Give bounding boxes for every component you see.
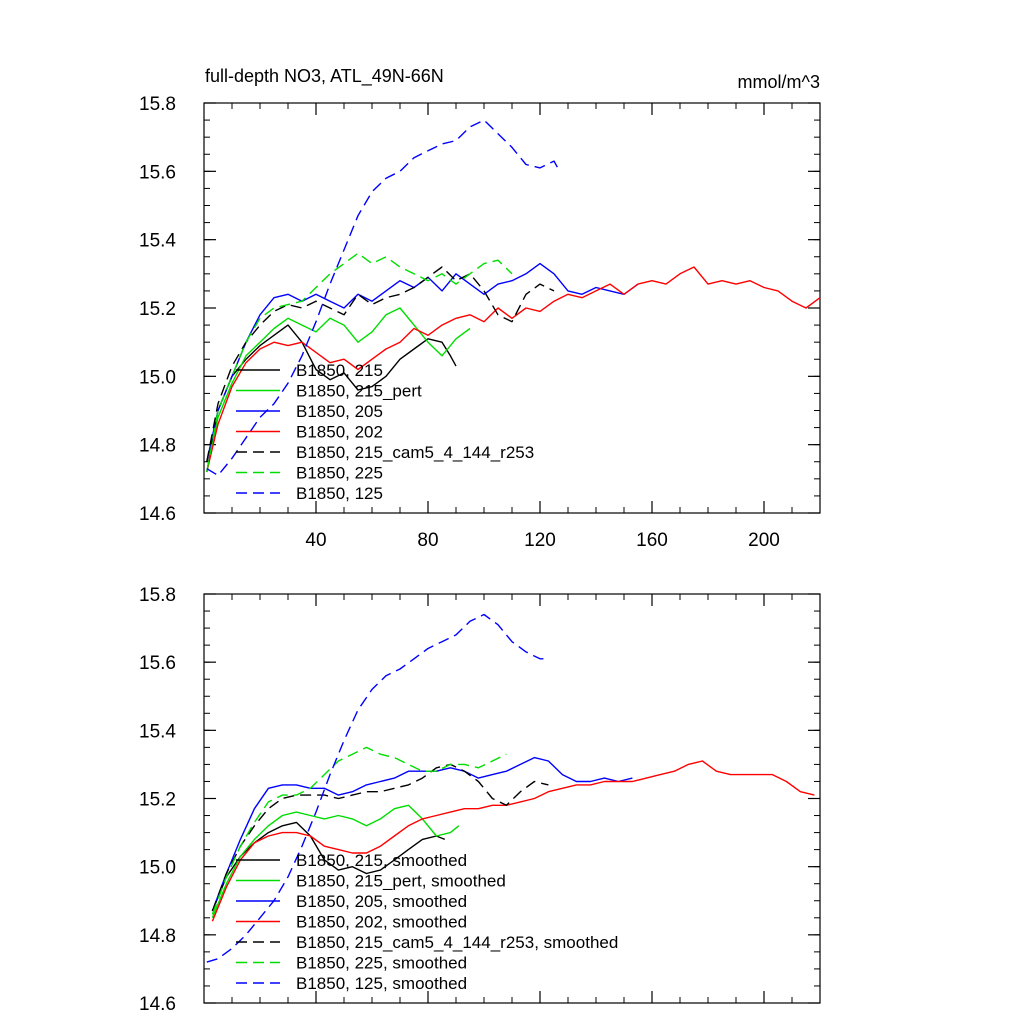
legend-label: B1850, 215_pert — [296, 382, 422, 401]
x-tick-label: 200 — [748, 530, 780, 551]
legend-label: B1850, 215, smoothed — [296, 851, 467, 870]
legend-label: B1850, 205 — [296, 402, 383, 421]
chart-title: full-depth NO3, ATL_49N-66N — [205, 66, 444, 87]
legend-label: B1850, 202, smoothed — [296, 913, 467, 932]
series-line-b1850-225 — [206, 252, 513, 473]
legend-label: B1850, 125, smoothed — [296, 974, 467, 993]
y-tick-label: 15.2 — [139, 790, 176, 811]
legend-label: B1850, 215_cam5_4_144_r253, smoothed — [296, 933, 618, 952]
x-tick-label: 160 — [636, 530, 668, 551]
y-tick-label: 14.6 — [139, 504, 176, 525]
y-tick-label: 15.0 — [139, 367, 176, 388]
legend-label: B1850, 225 — [296, 464, 383, 483]
y-tick-label: 14.8 — [139, 926, 176, 947]
legend-label: B1850, 215 — [296, 361, 383, 380]
units-label: mmol/m^3 — [738, 72, 820, 92]
series-line-b1850-202-smoothed — [211, 760, 815, 922]
legend-label: B1850, 215_cam5_4_144_r253 — [296, 443, 534, 462]
x-tick-label: 40 — [305, 530, 326, 551]
y-tick-label: 15.8 — [139, 94, 176, 115]
y-tick-label: 15.0 — [139, 858, 176, 879]
legend-label: B1850, 215_pert, smoothed — [296, 872, 506, 891]
y-tick-label: 15.8 — [139, 585, 176, 606]
series-line-b1850-125-smoothed — [206, 613, 546, 963]
y-tick-label: 15.2 — [139, 299, 176, 320]
legend-label: B1850, 205, smoothed — [296, 892, 467, 911]
x-tick-label: 80 — [417, 530, 438, 551]
y-tick-label: 15.6 — [139, 653, 176, 674]
x-tick-label: 120 — [524, 530, 556, 551]
legend-label: B1850, 202 — [296, 423, 383, 442]
y-tick-label: 14.8 — [139, 436, 176, 457]
series-line-b1850-215-pert — [206, 307, 471, 473]
y-tick-label: 15.6 — [139, 162, 176, 183]
series-line-b1850-215-cam5-4-144-r253 — [206, 266, 555, 462]
bottom-panel: 14.6 14.8 15.0 15.2 15.4 15.6 15.8 B1850, 215, … — [139, 585, 821, 1015]
series-line-b1850-215 — [206, 324, 457, 473]
series-line-b1850-125 — [206, 119, 561, 477]
y-tick-label: 14.6 — [139, 994, 176, 1015]
y-tick-label: 15.4 — [139, 231, 176, 252]
y-tick-label: 15.4 — [139, 721, 176, 742]
legend-label: B1850, 125 — [296, 484, 383, 503]
series-line-b1850-215-cam5-4-144-r253-smoothed — [211, 763, 549, 912]
legend-label: B1850, 225, smoothed — [296, 954, 467, 973]
series-line-b1850-205-smoothed — [211, 756, 633, 912]
top-panel: full-depth NO3, ATL_49N-66N mmol/m^3 40 8… — [139, 66, 821, 551]
